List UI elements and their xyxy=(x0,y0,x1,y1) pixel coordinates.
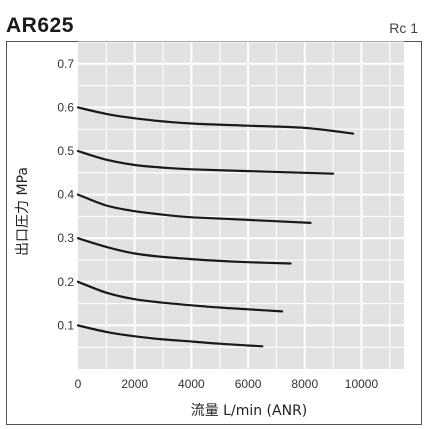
x-tick-label: 4000 xyxy=(178,377,205,391)
x-tick-label: 6000 xyxy=(235,377,262,391)
series-line-2 xyxy=(76,280,284,313)
y-tick-label: 0.5 xyxy=(57,144,74,158)
y-tick-label: 0.6 xyxy=(57,100,74,114)
series-line-1 xyxy=(76,324,264,348)
port-size-label: Rc 1 xyxy=(389,20,418,36)
x-tick-label: 0 xyxy=(75,377,82,391)
series-line-3 xyxy=(76,237,292,265)
series-line-5 xyxy=(76,149,335,175)
series-lines xyxy=(76,106,355,348)
x-tick-label: 8000 xyxy=(291,377,318,391)
y-tick-label: 0.4 xyxy=(57,188,74,202)
y-tick-labels: 0.1 0.2 0.3 0.4 0.5 0.6 0.7 xyxy=(57,57,74,333)
y-axis-title: 出口圧力 MPa xyxy=(15,167,31,256)
series-line-6 xyxy=(76,106,355,135)
plot-area xyxy=(78,42,404,369)
y-tick-label: 0.2 xyxy=(57,275,74,289)
x-tick-labels: 0 2000 4000 6000 8000 10000 xyxy=(75,377,379,391)
x-tick-label: 2000 xyxy=(121,377,148,391)
y-tick-label: 0.7 xyxy=(57,57,74,71)
series-line-4 xyxy=(76,193,312,224)
y-tick-label: 0.3 xyxy=(57,231,74,245)
x-tick-label: 10000 xyxy=(345,377,379,391)
model-title: AR625 xyxy=(6,14,74,37)
chart-header: AR625 Rc 1 xyxy=(0,0,428,42)
y-tick-label: 0.1 xyxy=(57,318,74,332)
x-axis-title: 流量 L/min (ANR) xyxy=(191,403,308,419)
